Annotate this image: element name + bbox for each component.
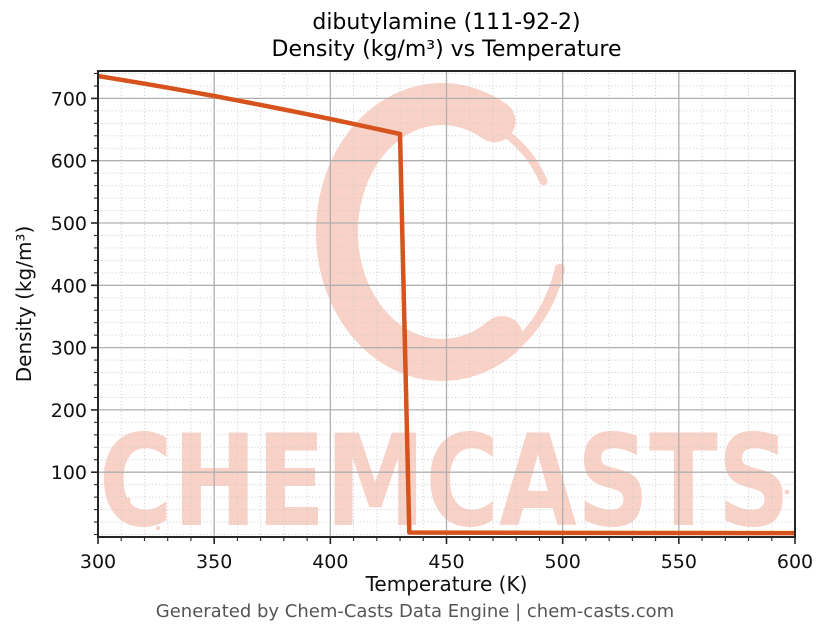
x-tick-label: 550 (661, 551, 697, 573)
x-tick-label: 450 (428, 551, 464, 573)
x-tick-label: 350 (196, 551, 232, 573)
watermark-splatter (156, 526, 160, 530)
watermark-splatter (125, 497, 131, 503)
y-tick-label: 700 (51, 88, 87, 110)
watermark-splatter (104, 465, 110, 471)
chart-title-line2: Density (kg/m³) vs Temperature (271, 37, 622, 62)
c-swirl-accent-bottom-icon (488, 263, 565, 366)
x-tick-label: 400 (312, 551, 348, 573)
y-axis-label: Density (kg/m³) (12, 225, 36, 383)
x-tick-label: 500 (545, 551, 581, 573)
y-tick-label: 100 (51, 462, 87, 484)
c-swirl-accent-top-icon (447, 108, 548, 186)
y-tick-label: 500 (51, 213, 87, 235)
density-line (97, 73, 796, 536)
watermark-splatter (784, 489, 790, 495)
plot-border (97, 70, 796, 538)
x-axis-label: Temperature (K) (365, 572, 528, 596)
axes-layer: 300 350 400 450 500 550 600 100 200 300 400 500 600 7… (51, 72, 813, 573)
major-grid-layer (97, 71, 796, 537)
x-tick-label: 600 (777, 551, 813, 573)
y-tick-label: 200 (51, 400, 87, 422)
chart-title-line1: dibutylamine (111-92-2) (312, 10, 581, 35)
chart-title: dibutylamine (111-92-2) Density (kg/m³) … (98, 9, 795, 63)
y-tick-label: 600 (51, 151, 87, 173)
footer-credit: Generated by Chem-Casts Data Engine | ch… (155, 601, 675, 622)
x-tick-label: 300 (80, 551, 116, 573)
y-tick-label: 400 (51, 275, 87, 297)
series-layer (97, 73, 796, 536)
watermark-layer: CHEMCASTS (99, 83, 790, 555)
chemcasts-c-swirl-icon (315, 83, 523, 381)
y-tick-label: 300 (51, 338, 87, 360)
